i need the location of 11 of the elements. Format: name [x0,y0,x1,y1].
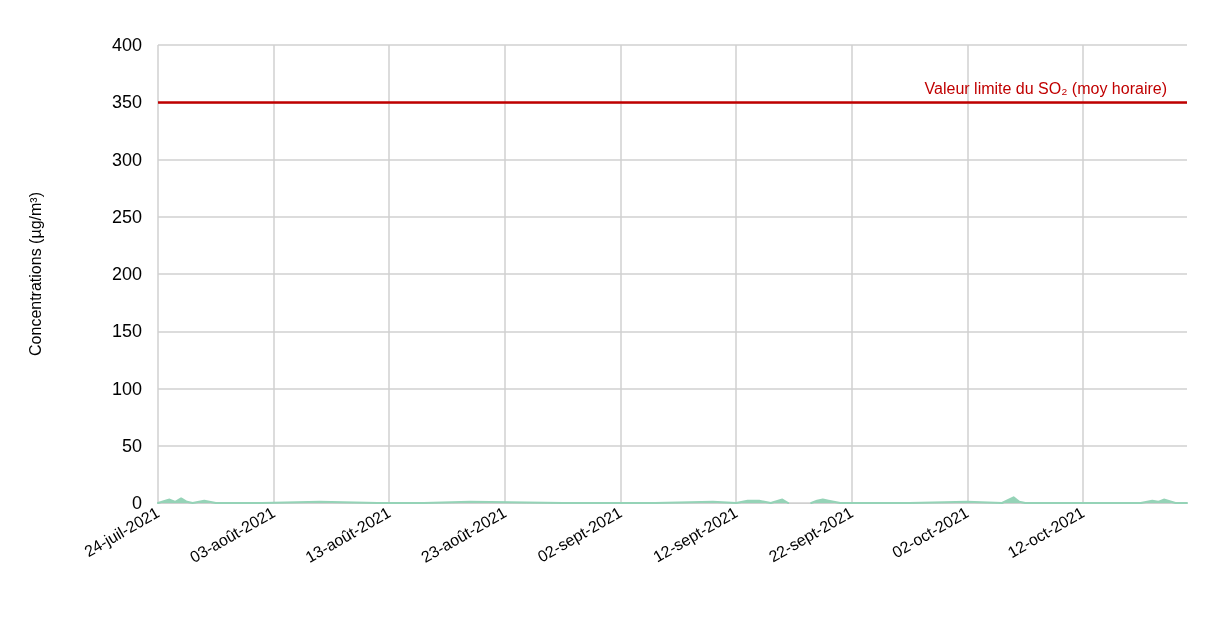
y-tick-label: 300 [111,149,142,170]
y-tick-label: 400 [111,35,142,55]
y-tick-label: 150 [111,321,142,342]
y-tick-label: 200 [111,264,142,284]
y-tick-label: 0 [131,493,142,513]
ref-line-label: Valeur limite du SO₂ (moy horaire) [924,79,1167,97]
y-tick-label: 350 [111,92,142,113]
y-tick-label: 250 [111,206,142,227]
y-tick-label: 100 [111,378,142,399]
y-tick-label: 50 [121,435,142,456]
y-axis-title: Concentrations (µg/m³) [26,192,44,356]
